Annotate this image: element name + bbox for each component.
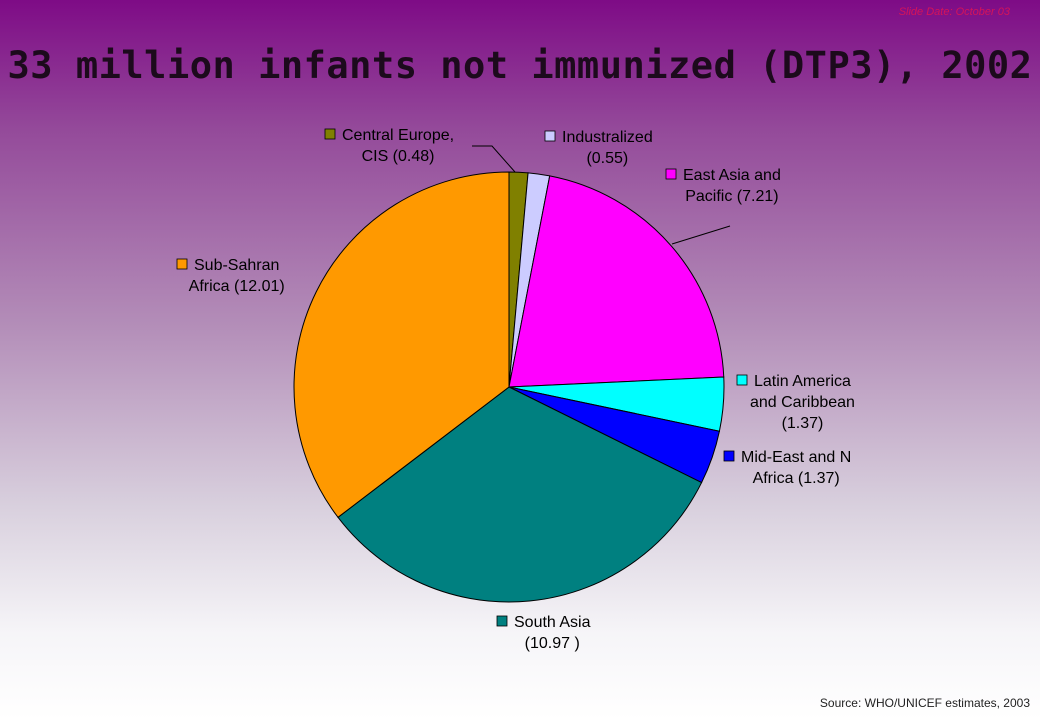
slice-label-text-latin-america-and-caribbean: Latin America and Caribbean (1.37) [750, 373, 855, 432]
slice-label-text-sub-sahran-africa: Sub-Sahran Africa (12.01) [189, 257, 285, 295]
legend-swatch-latin-america-and-caribbean [736, 374, 748, 386]
legend-swatch-mid-east-and-n-africa [723, 450, 735, 462]
slice-label-sub-sahran-africa: Sub-Sahran Africa (12.01) [176, 257, 285, 295]
pie-slice-sub-sahran-africa [293, 171, 510, 519]
pie-slices [293, 171, 725, 603]
slice-label-east-asia-and-pacific: East Asia and Pacific (7.21) [665, 167, 781, 205]
slice-label-text-east-asia-and-pacific: East Asia and Pacific (7.21) [683, 167, 781, 205]
legend-swatch-sub-sahran-africa [176, 258, 188, 270]
slice-label-mid-east-and-n-africa: Mid-East and N Africa (1.37) [723, 449, 851, 487]
slide-date-label: Slide Date: October 03 [898, 6, 1010, 18]
legend-swatch-south-asia [496, 615, 508, 627]
leader-line-east-asia-and-pacific [671, 225, 731, 245]
leader-line-central-europe-cis [472, 145, 516, 173]
chart-title: 33 million infants not immunized (DTP3),… [7, 44, 1033, 87]
slice-label-text-south-asia: South Asia (10.97 ) [514, 614, 591, 652]
pie-slice-east-asia-and-pacific [508, 175, 725, 388]
pie-slice-south-asia [337, 386, 703, 603]
legend-swatch-industralized [544, 130, 556, 142]
slice-label-industralized: Industralized (0.55) [544, 129, 653, 167]
legend-swatch-central-europe-cis [324, 128, 336, 140]
legend-swatch-east-asia-and-pacific [665, 168, 677, 180]
slice-labels: Central Europe, CIS (0.48) Industralized (0… [176, 127, 855, 652]
slice-label-south-asia: South Asia (10.97 ) [496, 614, 591, 652]
leader-lines [472, 145, 731, 245]
slice-label-text-mid-east-and-n-africa: Mid-East and N Africa (1.37) [741, 449, 851, 487]
slice-label-latin-america-and-caribbean: Latin America and Caribbean (1.37) [736, 373, 855, 432]
slice-label-text-central-europe-cis: Central Europe, CIS (0.48) [342, 127, 454, 165]
slice-label-central-europe-cis: Central Europe, CIS (0.48) [324, 127, 454, 165]
source-note: Source: WHO/UNICEF estimates, 2003 [819, 696, 1030, 710]
slice-label-text-industralized: Industralized (0.55) [562, 129, 653, 167]
